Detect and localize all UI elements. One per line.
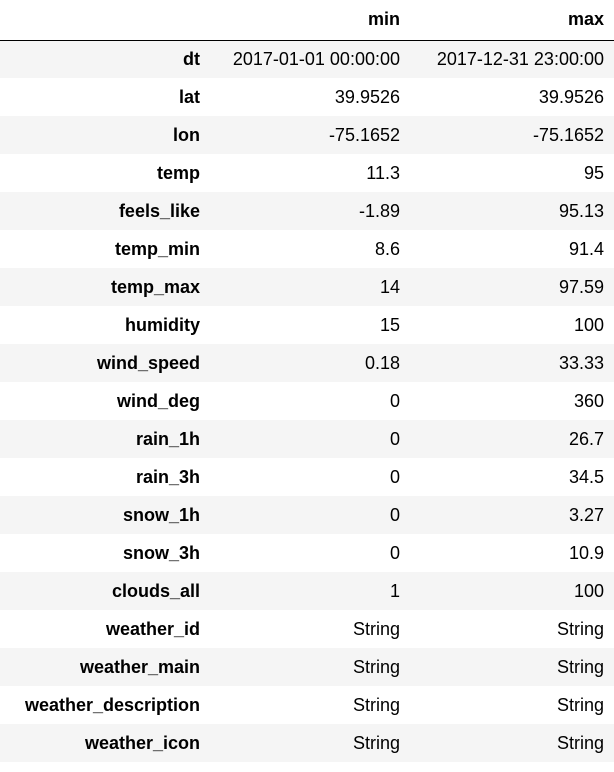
row-label: dt — [183, 48, 200, 69]
cell-min: 0 — [389, 390, 400, 411]
row-label: weather_description — [24, 694, 200, 715]
cell-min: 0 — [389, 466, 400, 487]
cell-max: 3.27 — [568, 504, 604, 525]
table-row: feels_like -1.89 95.13 — [0, 192, 614, 230]
table-row: dt 2017-01-01 00:00:00 2017-12-31 23:00:… — [0, 40, 614, 78]
table-body: dt 2017-01-01 00:00:00 2017-12-31 23:00:… — [0, 40, 614, 762]
table-row: weather_main String String — [0, 648, 614, 686]
cell-min: 15 — [379, 314, 400, 335]
row-label: clouds_all — [111, 580, 200, 601]
cell-min: 0 — [389, 542, 400, 563]
table-row: snow_3h 0 10.9 — [0, 534, 614, 572]
row-label: temp_min — [114, 238, 200, 259]
cell-min: 14 — [379, 276, 400, 297]
row-label: snow_1h — [122, 504, 200, 525]
cell-max: String — [556, 618, 604, 639]
cell-min: 2017-01-01 00:00:00 — [232, 48, 400, 69]
cell-min: 8.6 — [374, 238, 400, 259]
cell-min: 1 — [389, 580, 400, 601]
cell-max: -75.1652 — [532, 124, 604, 145]
cell-min: String — [352, 732, 400, 753]
row-label: lat — [178, 86, 200, 107]
cell-max: 2017-12-31 23:00:00 — [436, 48, 604, 69]
table-row: wind_deg 0 360 — [0, 382, 614, 420]
cell-max: 95.13 — [558, 200, 604, 221]
cell-min: 39.9526 — [334, 86, 400, 107]
cell-min: 0 — [389, 428, 400, 449]
table-row: rain_3h 0 34.5 — [0, 458, 614, 496]
cell-max: 97.59 — [558, 276, 604, 297]
cell-max: 100 — [573, 314, 604, 335]
table-row: lat 39.9526 39.9526 — [0, 78, 614, 116]
cell-min: String — [352, 618, 400, 639]
table-row: humidity 15 100 — [0, 306, 614, 344]
row-label: snow_3h — [122, 542, 200, 563]
header-row: min max — [0, 0, 614, 41]
cell-max: 10.9 — [568, 542, 604, 563]
table-row: weather_id String String — [0, 610, 614, 648]
cell-min: 11.3 — [366, 162, 400, 183]
row-label: lon — [173, 124, 200, 145]
table-row: temp 11.3 95 — [0, 154, 614, 192]
table-row: weather_description String String — [0, 686, 614, 724]
table-row: weather_icon String String — [0, 724, 614, 762]
cell-max: 34.5 — [568, 466, 604, 487]
row-label: temp_max — [110, 276, 200, 297]
row-label: wind_deg — [116, 390, 200, 411]
table-row: lon -75.1652 -75.1652 — [0, 116, 614, 154]
row-label: weather_icon — [84, 732, 200, 753]
cell-max: 39.9526 — [538, 86, 604, 107]
table-row: rain_1h 0 26.7 — [0, 420, 614, 458]
cell-max: String — [556, 732, 604, 753]
row-label: humidity — [125, 314, 200, 335]
cell-min: -1.89 — [358, 200, 400, 221]
cell-max: String — [556, 694, 604, 715]
cell-min: -75.1652 — [328, 124, 400, 145]
cell-max: 26.7 — [568, 428, 604, 449]
cell-max: 91.4 — [568, 238, 604, 259]
index-header — [0, 0, 210, 41]
table-row: temp_min 8.6 91.4 — [0, 230, 614, 268]
table-row: temp_max 14 97.59 — [0, 268, 614, 306]
cell-max: 100 — [573, 580, 604, 601]
table-row: clouds_all 1 100 — [0, 572, 614, 610]
row-label: feels_like — [118, 200, 200, 221]
row-label: temp — [156, 162, 200, 183]
cell-max: 33.33 — [558, 352, 604, 373]
table-row: snow_1h 0 3.27 — [0, 496, 614, 534]
cell-min: 0 — [389, 504, 400, 525]
row-label: weather_id — [105, 618, 200, 639]
column-header-min: min — [210, 0, 410, 41]
row-label: wind_speed — [96, 352, 200, 373]
cell-max: String — [556, 656, 604, 677]
cell-min: 0.18 — [364, 352, 400, 373]
cell-max: 360 — [573, 390, 604, 411]
row-label: weather_main — [79, 656, 200, 677]
table-header: min max — [0, 0, 614, 41]
cell-max: 95 — [583, 162, 604, 183]
column-header-max: max — [410, 0, 614, 41]
row-label: rain_3h — [135, 466, 200, 487]
cell-min: String — [352, 694, 400, 715]
cell-min: String — [352, 656, 400, 677]
table-row: wind_speed 0.18 33.33 — [0, 344, 614, 382]
row-label: rain_1h — [135, 428, 200, 449]
